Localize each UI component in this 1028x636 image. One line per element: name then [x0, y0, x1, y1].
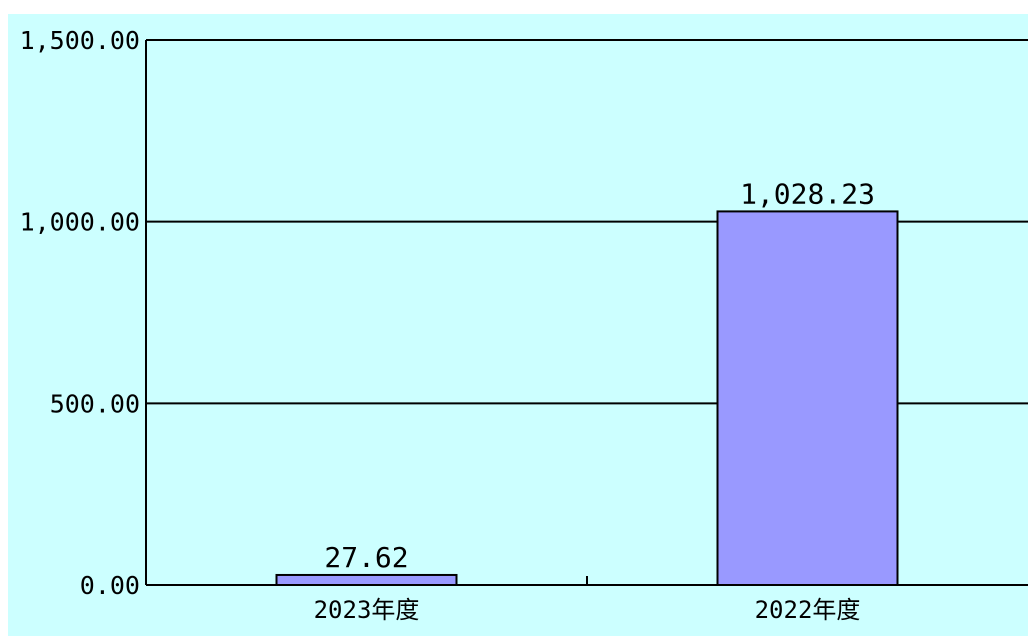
bar-0: [275, 573, 458, 586]
y-tick-label-2: 1,000.00: [20, 208, 140, 237]
value-label-1: 1,028.23: [740, 177, 875, 210]
y-tick-label-1: 500.00: [50, 389, 140, 418]
bar-1: [716, 210, 899, 586]
value-label-0: 27.62: [324, 541, 408, 574]
x-tick-label-0: 2023年度: [314, 596, 420, 624]
x-tick-label-1: 2022年度: [755, 596, 861, 624]
y-tick-label-3: 1,500.00: [20, 26, 140, 55]
y-tick-label-0: 0.00: [80, 571, 140, 600]
